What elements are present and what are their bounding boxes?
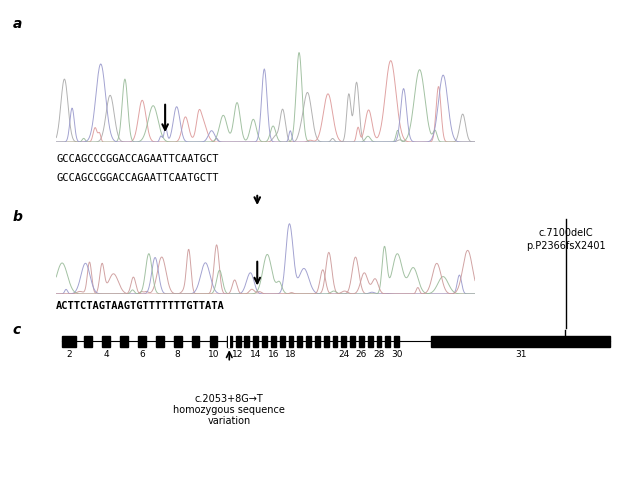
Text: 18: 18 — [285, 350, 297, 359]
Text: b: b — [12, 210, 22, 224]
Bar — [280, 336, 284, 347]
Bar — [368, 336, 372, 347]
Text: 28: 28 — [373, 350, 385, 359]
Text: 8: 8 — [175, 350, 181, 359]
Text: 24: 24 — [338, 350, 349, 359]
Bar — [341, 336, 346, 347]
Bar — [386, 336, 390, 347]
Bar — [253, 336, 258, 347]
Text: 6: 6 — [139, 350, 145, 359]
Text: 26: 26 — [356, 350, 367, 359]
Bar — [120, 336, 128, 347]
Bar — [62, 336, 76, 347]
Bar — [271, 336, 276, 347]
Bar — [306, 336, 311, 347]
Text: 2: 2 — [66, 350, 72, 359]
Text: c.7100delC: c.7100delC — [538, 228, 593, 238]
Bar — [359, 336, 364, 347]
Bar — [315, 336, 320, 347]
Text: GCCAGCCCGGACCAGAATTCAATGCT: GCCAGCCCGGACCAGAATTCAATGCT — [56, 154, 219, 164]
Bar — [289, 336, 293, 347]
Bar — [324, 336, 329, 347]
Bar — [102, 336, 110, 347]
Bar — [332, 336, 338, 347]
Text: a: a — [12, 17, 22, 31]
Bar — [262, 336, 267, 347]
Text: GCCAGCCGGACCAGAATTCAATGCTT: GCCAGCCGGACCAGAATTCAATGCTT — [56, 173, 219, 183]
Bar — [350, 336, 355, 347]
Bar — [431, 336, 610, 347]
Bar — [209, 336, 217, 347]
Bar — [244, 336, 249, 347]
Text: 16: 16 — [268, 350, 279, 359]
Text: ACTTCTAGTAAGTGTTTTTTTGTTATA: ACTTCTAGTAAGTGTTTTTTTGTTATA — [56, 301, 225, 311]
Bar — [174, 336, 181, 347]
Bar — [394, 336, 399, 347]
Text: p.P2366fsX2401: p.P2366fsX2401 — [526, 241, 606, 251]
Text: c.2053+8G→T: c.2053+8G→T — [195, 394, 264, 404]
Text: 4: 4 — [103, 350, 109, 359]
Bar — [236, 336, 241, 347]
Text: 14: 14 — [250, 350, 261, 359]
Text: 12: 12 — [232, 350, 244, 359]
Bar — [138, 336, 146, 347]
Text: 31: 31 — [515, 350, 526, 359]
Bar — [84, 336, 92, 347]
Text: variation: variation — [208, 416, 251, 425]
Text: 30: 30 — [391, 350, 402, 359]
Text: 10: 10 — [208, 350, 219, 359]
Bar — [298, 336, 302, 347]
Text: homozygous sequence: homozygous sequence — [173, 405, 285, 415]
Text: c: c — [12, 323, 21, 338]
Bar — [156, 336, 164, 347]
Bar — [377, 336, 381, 347]
Bar — [227, 336, 232, 347]
Bar — [192, 336, 199, 347]
